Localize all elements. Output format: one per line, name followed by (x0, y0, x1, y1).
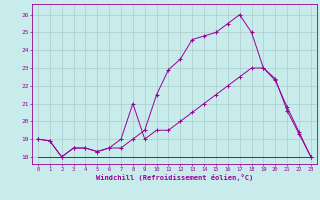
X-axis label: Windchill (Refroidissement éolien,°C): Windchill (Refroidissement éolien,°C) (96, 174, 253, 181)
